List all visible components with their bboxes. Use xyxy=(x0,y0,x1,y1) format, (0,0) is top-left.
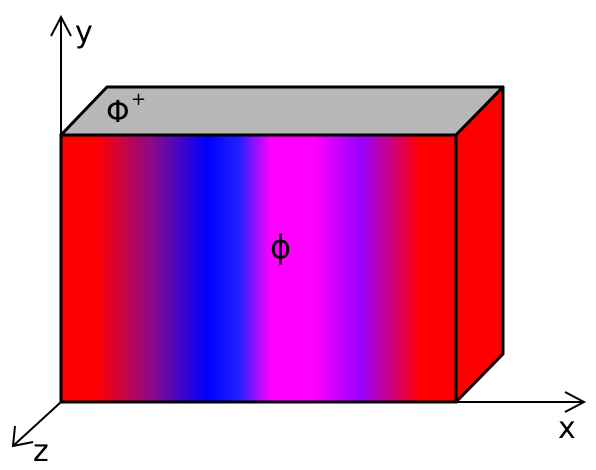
z-axis-label: z xyxy=(33,434,49,469)
y-axis-label: y xyxy=(75,15,93,50)
top-face-superscript: + xyxy=(131,89,146,110)
z-axis xyxy=(12,401,62,447)
top-face-label: Φ xyxy=(106,95,130,130)
right-face xyxy=(454,85,505,404)
y-axis-arrowhead xyxy=(50,14,72,37)
z-axis-arrowhead xyxy=(11,425,34,448)
front-face-label: ϕ xyxy=(270,228,291,266)
x-axis-label: x xyxy=(558,411,576,446)
x-axis-arrowhead xyxy=(564,391,587,413)
front-face xyxy=(59,133,458,404)
